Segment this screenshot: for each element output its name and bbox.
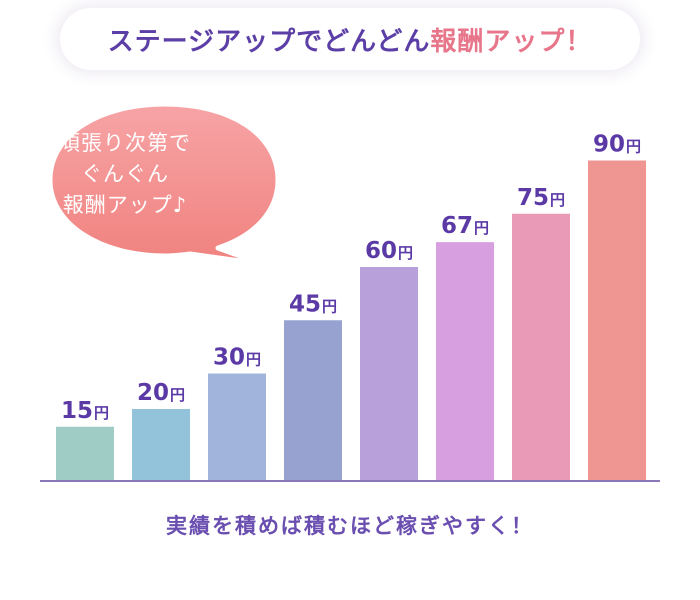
page-title: ステージアップでどんどん報酬アップ！ bbox=[108, 21, 593, 58]
bar-1 bbox=[132, 409, 190, 480]
bar-label-3: 45円 bbox=[289, 291, 337, 317]
bar-label-5: 67円 bbox=[441, 213, 489, 239]
bubble-line-3: 報酬アップ♪ bbox=[62, 193, 188, 217]
bar-4 bbox=[360, 267, 418, 480]
bar-label-7: 90円 bbox=[593, 132, 641, 158]
speech-bubble bbox=[47, 101, 281, 267]
bubble-line-2: ぐんぐん bbox=[81, 162, 169, 186]
bar-label-1: 20円 bbox=[137, 380, 185, 406]
title-accent: 報酬アップ！ bbox=[430, 26, 593, 57]
title-prefix: ステージアップでどんどん bbox=[107, 26, 431, 57]
title-banner: ステージアップでどんどん報酬アップ！ bbox=[60, 8, 640, 70]
bar-label-0: 15円 bbox=[61, 398, 109, 424]
bar-label-6: 75円 bbox=[517, 185, 565, 211]
bar-6 bbox=[512, 213, 570, 480]
bubble-line-1: 頑張り次第で bbox=[59, 131, 191, 155]
bar-3 bbox=[284, 320, 342, 480]
bar-2 bbox=[208, 373, 266, 480]
bubble-text: 頑張り次第で ぐんぐん 報酬アップ♪ bbox=[40, 128, 210, 221]
bar-5 bbox=[436, 242, 494, 480]
bar-label-4: 60円 bbox=[365, 238, 413, 264]
bar-0 bbox=[56, 426, 114, 480]
footer-caption: 実績を積めば積むほど稼ぎやすく！ bbox=[166, 514, 534, 538]
bar-7 bbox=[588, 160, 646, 480]
bar-label-2: 30円 bbox=[213, 345, 261, 371]
